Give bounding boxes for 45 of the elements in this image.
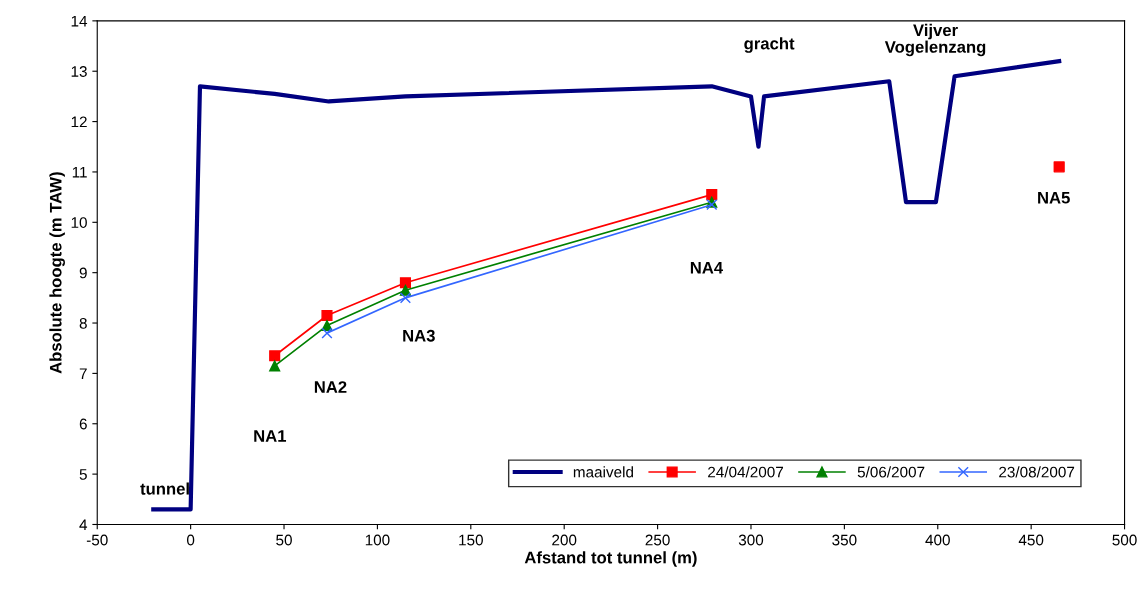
x-tick-label: 100 [365, 534, 390, 546]
annotation: Vijver Vogelenzang [884, 23, 986, 57]
x-tick-label: 450 [1018, 534, 1044, 546]
x-tick-label: 250 [645, 534, 670, 546]
y-tick-label: 10 [71, 217, 87, 228]
annotation: tunnel [140, 482, 189, 495]
y-tick-label: 4 [79, 519, 88, 531]
legend-label: 5/06/2007 [857, 466, 925, 478]
y-tick-label: 12 [71, 116, 87, 128]
y-tick-label: 8 [79, 317, 87, 329]
y-tick-label: 14 [71, 15, 88, 27]
legend-label: maaiveld [573, 466, 633, 478]
x-tick-label: 200 [552, 534, 577, 546]
point [399, 292, 411, 304]
annotation: NA3 [403, 329, 435, 342]
legend-label: 24/04/2007 [708, 466, 783, 478]
y-tick-label: 11 [72, 166, 87, 178]
x-tick-label: 0 [186, 534, 195, 546]
point [706, 189, 718, 201]
x-tick-label: -50 [86, 534, 108, 546]
y-tick-label: 9 [79, 267, 87, 279]
annotation: NA4 [690, 261, 724, 274]
point [321, 309, 333, 322]
y-tick-label: 13 [71, 66, 87, 77]
y-tick-label: 6 [79, 418, 87, 430]
x-tick-label: 500 [1112, 534, 1137, 546]
x-tick-label: 150 [459, 534, 483, 546]
annotation: NA5 [1038, 191, 1070, 204]
y-tick-label: 5 [79, 469, 87, 480]
annotation: NA1 [254, 430, 287, 442]
point [269, 360, 281, 372]
x-tick-label: 400 [925, 534, 950, 546]
x-tick-label: 350 [832, 534, 857, 546]
point [321, 327, 333, 339]
legend-label: 23/08/2007 [999, 466, 1075, 478]
annotation: gracht [744, 37, 795, 53]
point [399, 277, 411, 289]
annotation: NA2 [314, 381, 347, 393]
x-tick-label: 50 [276, 534, 292, 546]
point [269, 350, 281, 362]
y-axis-title: Absolute hoogte (m TAW) [49, 172, 65, 374]
point [1053, 161, 1065, 173]
x-tick-label: 300 [738, 534, 764, 546]
y-tick-label: 7 [79, 368, 87, 379]
x-axis-title: Afstand tot tunnel (m) [524, 551, 697, 567]
